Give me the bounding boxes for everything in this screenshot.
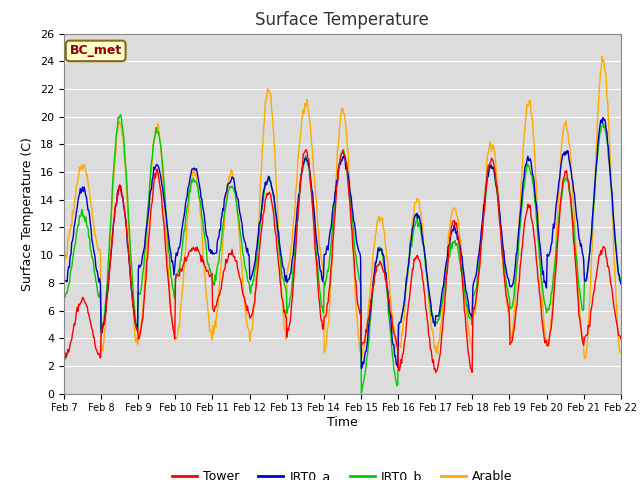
IRT0_a xyxy=(599,115,607,120)
Arable xyxy=(127,280,135,286)
Arable xyxy=(426,312,434,317)
Arable xyxy=(60,252,68,258)
Arable xyxy=(598,53,606,59)
IRT0_a xyxy=(428,303,435,309)
Tower xyxy=(70,321,78,327)
IRT0_b xyxy=(128,272,136,277)
Tower xyxy=(303,147,310,153)
IRT0_a xyxy=(70,224,78,230)
Arable xyxy=(617,350,625,356)
Tower xyxy=(60,355,68,361)
Arable xyxy=(70,203,78,209)
Tower xyxy=(411,257,419,263)
IRT0_a xyxy=(60,281,68,287)
Legend: Tower, IRT0_a, IRT0_b, Arable: Tower, IRT0_a, IRT0_b, Arable xyxy=(167,465,518,480)
IRT0_b xyxy=(214,261,222,266)
IRT0_b xyxy=(70,247,78,253)
Tower xyxy=(127,285,135,290)
IRT0_a xyxy=(214,239,221,244)
Y-axis label: Surface Temperature (C): Surface Temperature (C) xyxy=(22,137,35,290)
Line: Arable: Arable xyxy=(64,56,621,359)
Arable xyxy=(410,209,418,215)
IRT0_b xyxy=(185,194,193,200)
Line: IRT0_b: IRT0_b xyxy=(64,115,621,393)
IRT0_b xyxy=(617,276,625,282)
Tower xyxy=(428,347,435,352)
Arable xyxy=(184,213,192,219)
IRT0_a xyxy=(411,214,419,219)
Tower xyxy=(617,336,625,342)
IRT0_a xyxy=(184,185,192,191)
IRT0_a xyxy=(617,281,625,287)
Tower xyxy=(184,253,192,259)
Arable xyxy=(214,309,221,314)
IRT0_b xyxy=(428,309,436,315)
IRT0_b xyxy=(412,221,419,227)
IRT0_a xyxy=(358,365,365,371)
Title: Surface Temperature: Surface Temperature xyxy=(255,11,429,29)
IRT0_b xyxy=(116,112,124,118)
Tower xyxy=(214,297,221,303)
Tower xyxy=(432,370,440,375)
X-axis label: Time: Time xyxy=(327,416,358,429)
Text: BC_met: BC_met xyxy=(70,44,122,58)
IRT0_b xyxy=(60,290,68,296)
Line: Tower: Tower xyxy=(64,150,621,372)
Line: IRT0_a: IRT0_a xyxy=(64,118,621,368)
IRT0_b xyxy=(358,390,365,396)
Arable xyxy=(581,356,589,361)
IRT0_a xyxy=(127,287,135,292)
